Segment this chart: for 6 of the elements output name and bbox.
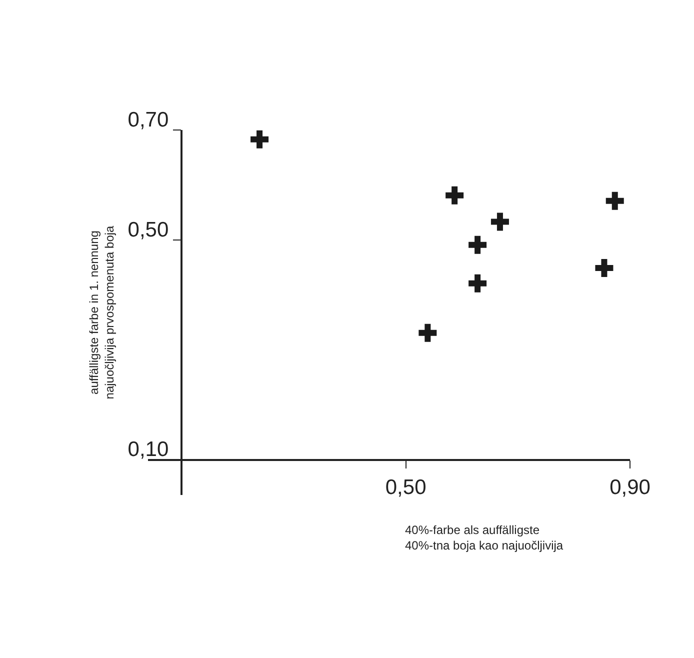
x-tick-label: 0,90	[610, 476, 650, 499]
y-tick-label: 0,70	[128, 108, 169, 132]
y-axis-title: auffälligste farbe in 1. nennung najuočljivija prvospomenuta boja	[87, 225, 117, 400]
y-tick-label: 0,10	[128, 438, 169, 462]
x-axis-title: 40%-farbe als auffälligste 40%-tna boja kao najuočljivija	[405, 523, 564, 553]
y-tick-label: 0,50	[128, 218, 169, 242]
